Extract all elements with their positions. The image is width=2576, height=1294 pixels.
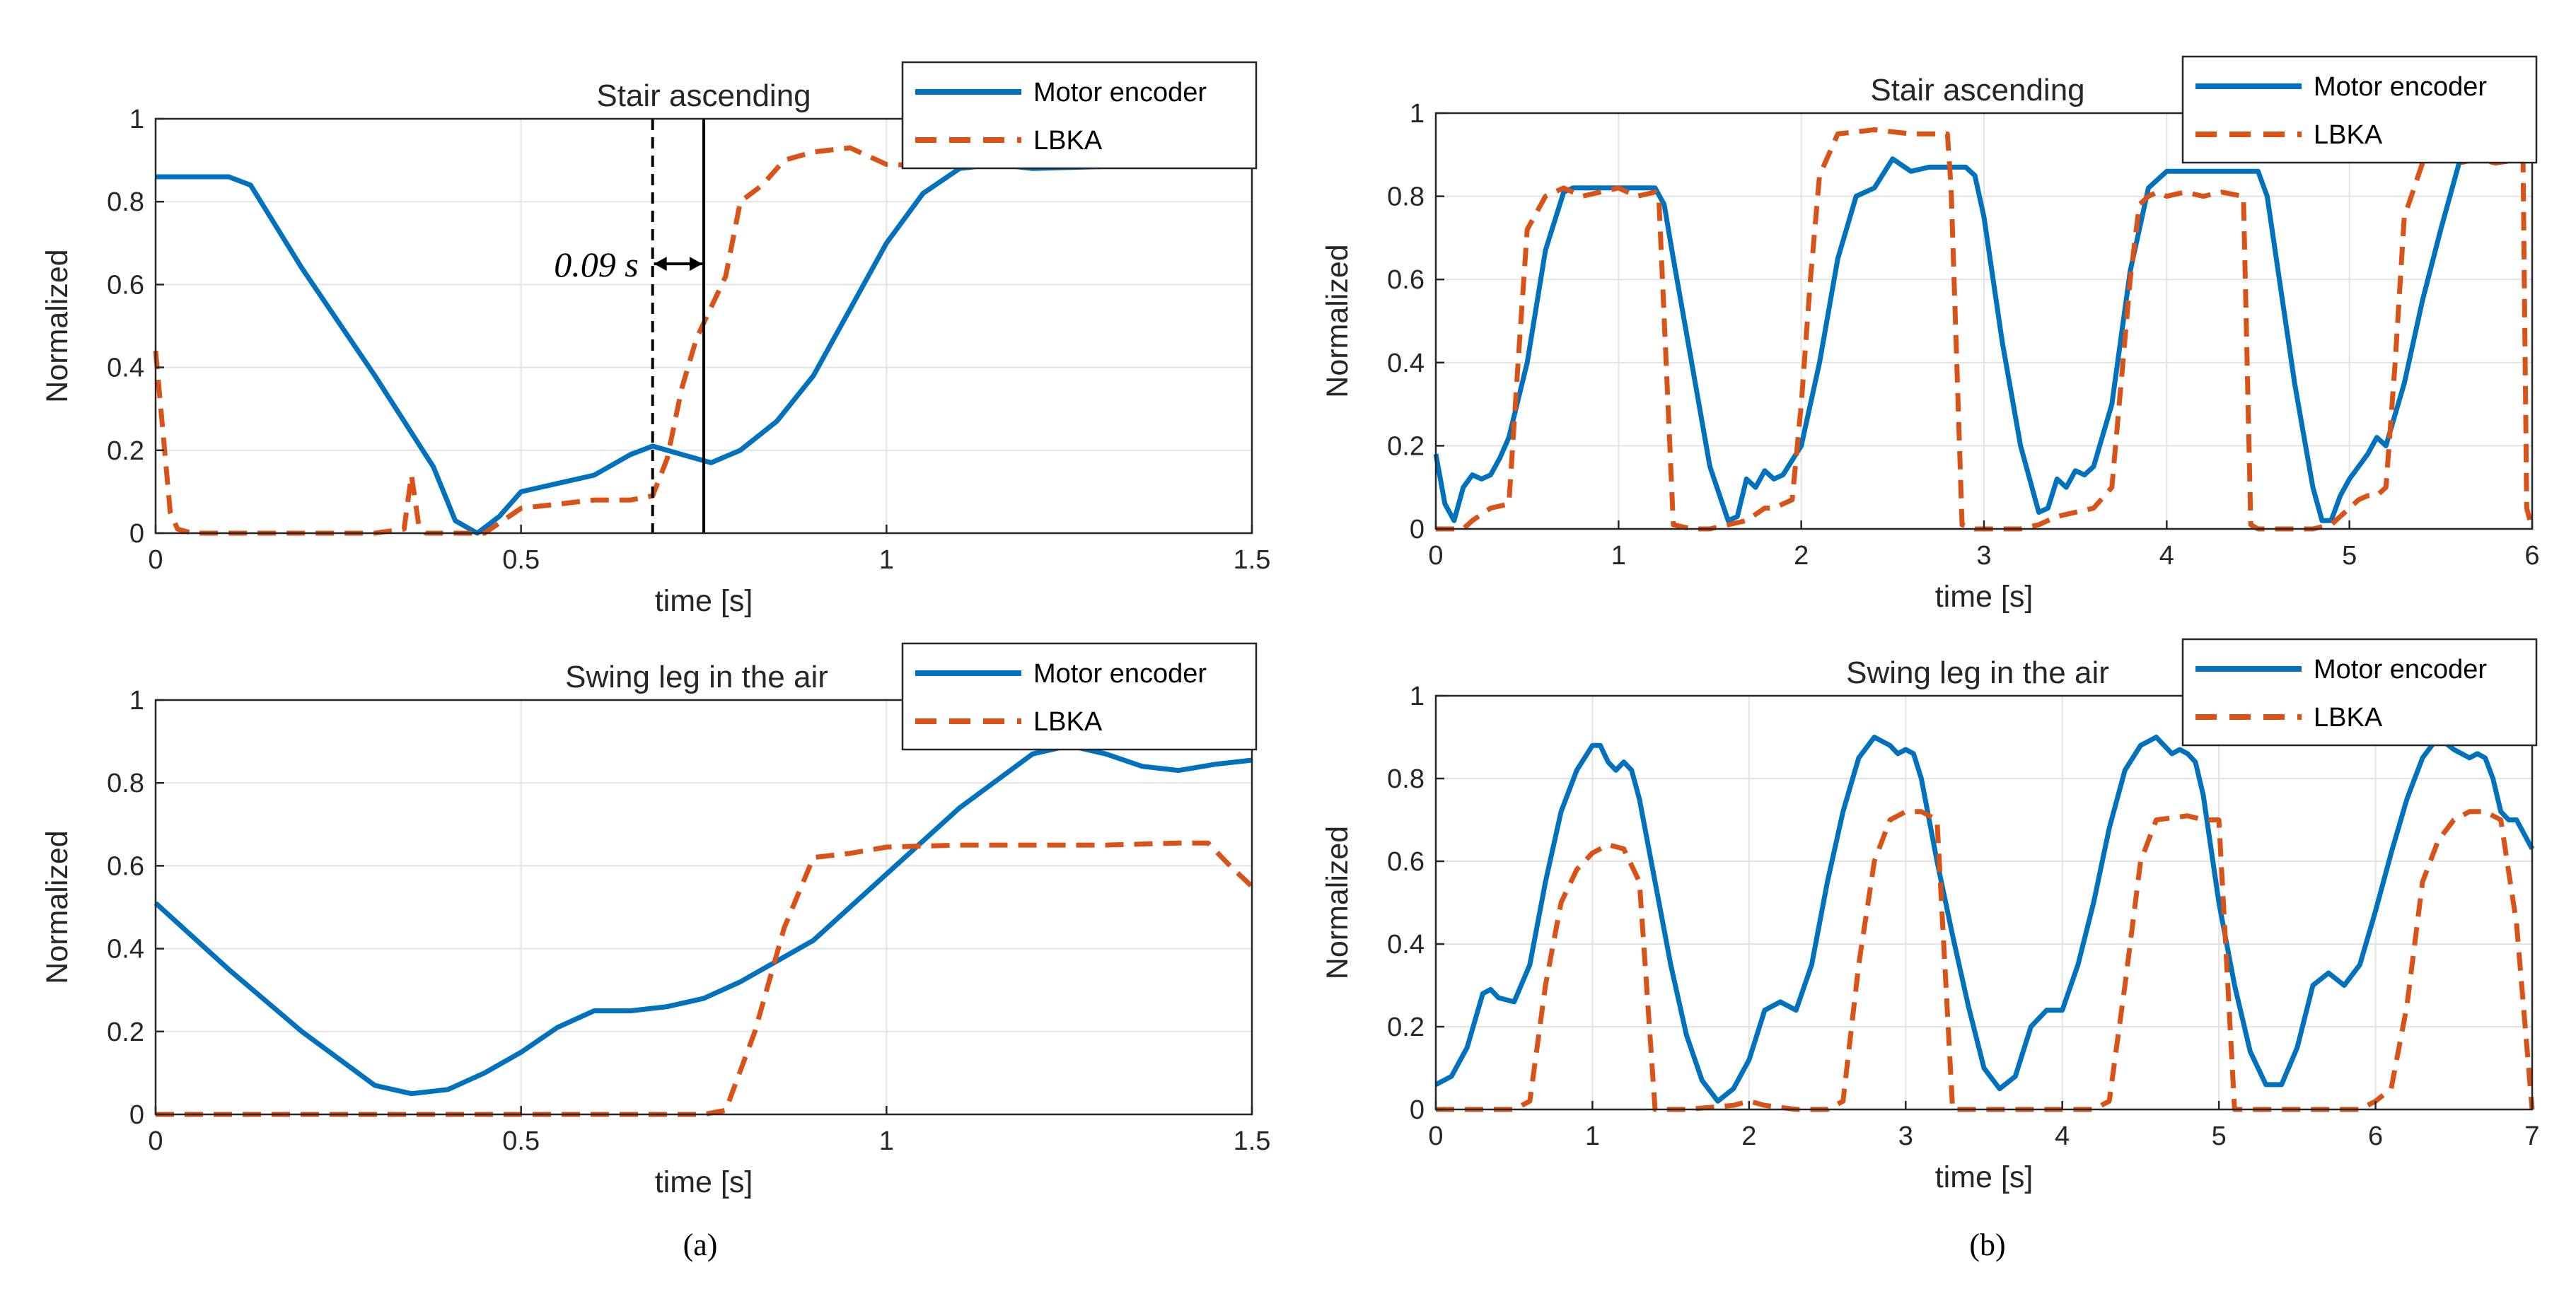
y-tick-label: 0 bbox=[129, 1100, 144, 1130]
legend-motor-encoder-label: Motor encoder bbox=[1033, 78, 1207, 107]
axes-frame bbox=[154, 117, 1253, 535]
y-tick-label: 0.6 bbox=[107, 270, 144, 300]
caption-b: (b) bbox=[1969, 1228, 2005, 1262]
x-tick-label: 1 bbox=[879, 545, 894, 575]
y-axis-label: Normalized bbox=[40, 249, 74, 402]
plot-title: Swing leg in the air bbox=[565, 660, 828, 694]
y-tick-label: 0.4 bbox=[107, 935, 144, 964]
x-tick-label: 3 bbox=[1976, 541, 1991, 571]
plot-title: Stair ascending bbox=[1870, 73, 2084, 107]
y-tick-label: 0.4 bbox=[1387, 930, 1425, 960]
x-axis-label: time [s] bbox=[655, 584, 753, 618]
y-tick-label: 0 bbox=[1410, 515, 1425, 544]
x-axis-label: time [s] bbox=[1935, 580, 2033, 614]
x-axis-label: time [s] bbox=[655, 1165, 753, 1199]
y-tick-label: 0.2 bbox=[1387, 1013, 1425, 1042]
delay-label: 0.09 s bbox=[554, 245, 638, 284]
caption-a: (a) bbox=[683, 1228, 718, 1262]
y-tick-label: 0.6 bbox=[1387, 847, 1425, 877]
subplot-b-bottom: 0 1 2 3 4 5 6 7 0 0.2 0.4 0.6 0.8 1 time [s] Normalized… bbox=[1321, 638, 2540, 1194]
y-tick-label: 0 bbox=[1410, 1095, 1425, 1125]
legend-lbka-label: LBKA bbox=[1033, 707, 1103, 737]
legend-lbka-label: LBKA bbox=[1033, 126, 1103, 156]
y-tick-label: 1 bbox=[129, 105, 144, 134]
x-tick-label: 5 bbox=[2212, 1121, 2227, 1151]
x-tick-label: 0.5 bbox=[502, 1126, 540, 1156]
x-tick-label: 2 bbox=[1794, 541, 1809, 571]
y-tick-label: 0.4 bbox=[1387, 349, 1425, 378]
plot-title: Stair ascending bbox=[596, 78, 811, 113]
legend-box bbox=[901, 61, 1258, 170]
x-tick-label: 4 bbox=[2159, 541, 2174, 571]
x-tick-label: 7 bbox=[2524, 1121, 2539, 1151]
y-tick-label: 0.8 bbox=[107, 769, 144, 798]
axes-frame bbox=[1434, 694, 2534, 1111]
subplot-a-bottom: 0 0.5 1 1.5 0 0.2 0.4 0.6 0.8 1 time [s] Normalized… bbox=[40, 642, 1271, 1199]
y-tick-label: 0.2 bbox=[107, 1018, 144, 1047]
legend-lbka-label: LBKA bbox=[2314, 120, 2383, 150]
x-tick-label: 0.5 bbox=[502, 545, 540, 575]
y-tick-label: 0.4 bbox=[107, 354, 144, 383]
x-tick-label: 0 bbox=[1428, 541, 1443, 571]
x-tick-label: 2 bbox=[1741, 1121, 1756, 1151]
legend-box bbox=[2181, 55, 2538, 164]
x-tick-label: 1 bbox=[879, 1126, 894, 1156]
x-tick-label: 1 bbox=[1611, 541, 1626, 571]
legend-motor-encoder-label: Motor encoder bbox=[2314, 655, 2487, 684]
y-tick-label: 1 bbox=[129, 686, 144, 716]
series-lbka-line bbox=[156, 840, 1254, 1117]
y-axis-label: Normalized bbox=[1321, 826, 1354, 979]
x-tick-label: 0 bbox=[148, 545, 163, 575]
y-tick-label: 0.6 bbox=[1387, 265, 1425, 295]
y-tick-label: 0.6 bbox=[107, 851, 144, 881]
y-tick-label: 0.2 bbox=[107, 436, 144, 466]
x-tick-label: 6 bbox=[2524, 541, 2539, 571]
y-tick-label: 1 bbox=[1410, 99, 1425, 129]
y-tick-label: 0.8 bbox=[1387, 182, 1425, 212]
x-axis-label: time [s] bbox=[1935, 1160, 2033, 1194]
y-tick-label: 1 bbox=[1410, 682, 1425, 711]
x-tick-label: 6 bbox=[2368, 1121, 2383, 1151]
x-tick-label: 4 bbox=[2055, 1121, 2070, 1151]
x-tick-label: 0 bbox=[148, 1126, 163, 1156]
y-axis-label: Normalized bbox=[40, 830, 74, 984]
legend-lbka-label: LBKA bbox=[2314, 703, 2383, 733]
x-tick-label: 1.5 bbox=[1234, 545, 1271, 575]
legend-motor-encoder-label: Motor encoder bbox=[1033, 659, 1207, 689]
axes-frame bbox=[154, 699, 1253, 1116]
subplot-a-top: 0.09 s 0 0.5 1 1.5 0 0.2 0.4 0.6 0.8 1 time [s] Norm… bbox=[40, 61, 1271, 618]
legend-box bbox=[2181, 638, 2538, 747]
legend-motor-encoder-label: Motor encoder bbox=[2314, 72, 2487, 102]
series-motor-encoder-line bbox=[153, 743, 1253, 1097]
delay-arrowhead-left bbox=[654, 257, 667, 272]
series-lbka-line bbox=[1436, 127, 2535, 532]
plot-title: Swing leg in the air bbox=[1846, 655, 2109, 690]
x-tick-label: 1 bbox=[1585, 1121, 1600, 1151]
subplot-b-top: 0 1 2 3 4 5 6 0 0.2 0.4 0.6 0.8 1 time [s] Normalized S… bbox=[1321, 55, 2540, 614]
y-axis-label: Normalized bbox=[1321, 244, 1354, 397]
legend-box bbox=[901, 642, 1258, 751]
x-tick-label: 3 bbox=[1898, 1121, 1913, 1151]
x-tick-label: 0 bbox=[1428, 1121, 1443, 1151]
delay-arrowhead-right bbox=[690, 257, 702, 272]
x-tick-label: 5 bbox=[2342, 541, 2357, 571]
y-tick-label: 0.8 bbox=[107, 187, 144, 217]
y-tick-label: 0.8 bbox=[1387, 764, 1425, 794]
series-motor-encoder-line bbox=[1434, 735, 2535, 1104]
y-tick-label: 0.2 bbox=[1387, 431, 1425, 461]
y-tick-label: 0 bbox=[129, 519, 144, 549]
x-tick-label: 1.5 bbox=[1234, 1126, 1271, 1156]
